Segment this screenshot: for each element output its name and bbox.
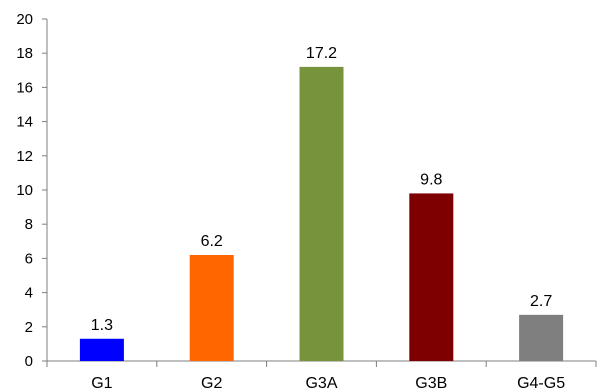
category-label: G1 bbox=[91, 375, 112, 392]
bar-g3a bbox=[299, 66, 344, 361]
category-labels: G1 G2 G3A G3B G4-G5 bbox=[91, 375, 565, 392]
y-tick-label: 8 bbox=[25, 216, 33, 233]
data-label: 17.2 bbox=[306, 45, 337, 62]
category-label: G2 bbox=[201, 375, 222, 392]
y-tick-label: 18 bbox=[16, 45, 33, 62]
bars bbox=[79, 66, 564, 361]
y-tick-label: 6 bbox=[25, 250, 33, 267]
bar-g1 bbox=[79, 338, 124, 361]
y-tick-label: 16 bbox=[16, 79, 33, 96]
data-label: 2.7 bbox=[530, 293, 552, 310]
category-label: G3B bbox=[415, 375, 447, 392]
bar-g2 bbox=[189, 254, 234, 361]
x-axis bbox=[46, 360, 597, 367]
y-axis: 0 2 4 6 8 10 12 14 16 18 20 bbox=[16, 11, 48, 370]
data-label: 6.2 bbox=[201, 233, 223, 250]
bar-g3b bbox=[409, 193, 454, 361]
bar-g4-g5 bbox=[519, 314, 564, 361]
data-label: 9.8 bbox=[420, 171, 442, 188]
y-tick-label: 20 bbox=[16, 11, 33, 28]
category-label: G3A bbox=[305, 375, 337, 392]
data-label: 1.3 bbox=[91, 317, 113, 334]
y-tick-label: 4 bbox=[25, 285, 33, 302]
y-tick-label: 12 bbox=[16, 148, 33, 165]
y-tick-label: 2 bbox=[25, 319, 33, 336]
y-tick-label: 10 bbox=[16, 182, 33, 199]
data-labels: 1.3 6.2 17.2 9.8 2.7 bbox=[91, 45, 553, 334]
category-label: G4-G5 bbox=[517, 375, 565, 392]
y-tick-label: 14 bbox=[16, 114, 33, 131]
y-tick-label: 0 bbox=[25, 353, 33, 370]
